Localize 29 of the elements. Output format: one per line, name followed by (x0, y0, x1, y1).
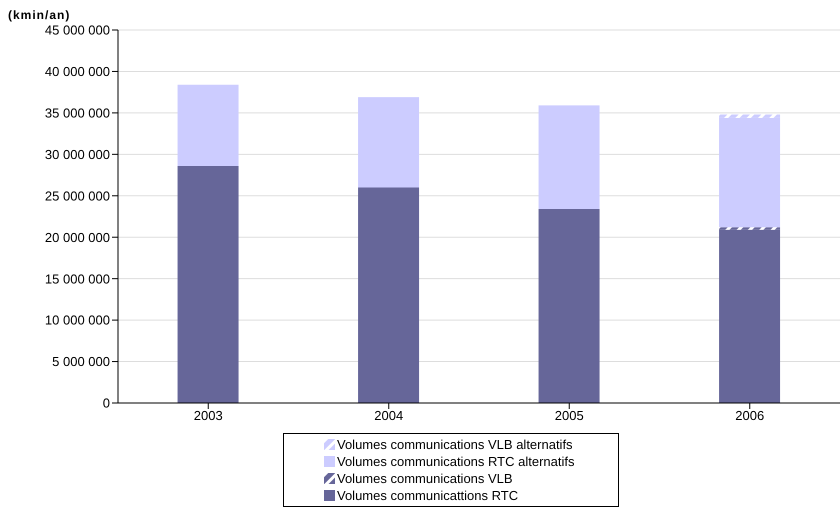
y-tick-label: 40 000 000 (44, 64, 110, 80)
bar (719, 118, 780, 228)
bar (178, 166, 239, 403)
legend-label: Volumes communicattions RTC (337, 488, 518, 503)
bar (358, 97, 420, 188)
bar (719, 230, 780, 403)
y-tick-label: 45 000 000 (44, 22, 110, 38)
y-tick-label: 30 000 000 (44, 146, 110, 162)
x-tick-label: 2003 (194, 408, 223, 424)
y-tick-label: 10 000 000 (44, 312, 110, 328)
bar (719, 114, 780, 118)
x-tick-label: 2005 (554, 408, 584, 424)
bar (178, 84, 239, 166)
legend-label: Volumes communications VLB (337, 471, 513, 486)
y-tick-label: 15 000 000 (44, 271, 110, 286)
y-axis-title: (kmin/an) (8, 8, 70, 22)
x-tick-label: 2004 (374, 408, 404, 424)
legend-label: Volumes communications VLB alternatifs (337, 437, 573, 452)
bar (538, 209, 600, 403)
bar (358, 187, 420, 403)
y-tick-label: 20 000 000 (44, 230, 110, 245)
bar (538, 105, 600, 210)
y-tick-label: 35 000 000 (44, 106, 110, 121)
legend-label: Volumes communications RTC alternatifs (337, 454, 574, 469)
y-tick-label: 5 000 000 (52, 354, 110, 370)
x-tick-label: 2006 (735, 408, 764, 424)
y-tick-label: 25 000 000 (44, 188, 110, 204)
bar (719, 227, 780, 230)
y-tick-label: 0 (102, 396, 110, 411)
